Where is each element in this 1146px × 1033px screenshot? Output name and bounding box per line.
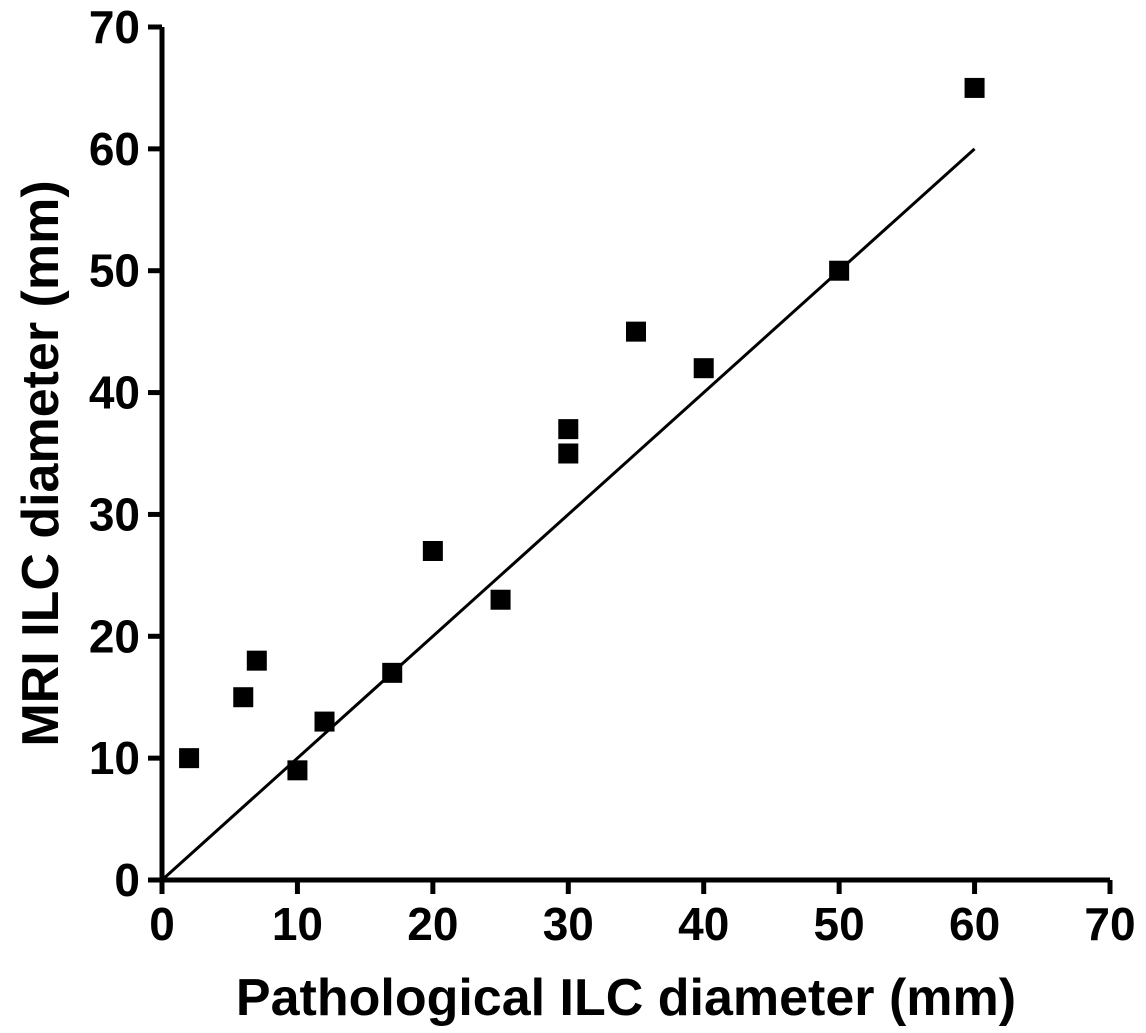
data-point xyxy=(829,260,850,281)
y-tick-label: 10 xyxy=(89,732,140,784)
x-axis-title: Pathological ILC diameter (mm) xyxy=(236,969,1016,1027)
y-tick-label: 40 xyxy=(89,367,140,419)
data-point xyxy=(964,77,985,98)
data-point xyxy=(490,589,511,610)
y-tick-label: 0 xyxy=(114,854,140,906)
data-point xyxy=(314,711,335,732)
y-axis-title: MRI ILC diameter (mm) xyxy=(12,180,70,746)
x-tick-label: 40 xyxy=(678,898,729,950)
data-point xyxy=(287,760,308,781)
y-tick-label: 30 xyxy=(89,488,140,540)
y-tick-label: 20 xyxy=(89,610,140,662)
y-tick-label: 70 xyxy=(89,1,140,53)
x-tick-label: 30 xyxy=(543,898,594,950)
axes xyxy=(150,27,1110,892)
data-points xyxy=(179,77,985,781)
data-point xyxy=(558,419,579,440)
data-point xyxy=(246,650,267,671)
data-point xyxy=(693,358,714,379)
x-tick-label: 70 xyxy=(1084,898,1135,950)
y-tick-label: 60 xyxy=(89,123,140,175)
data-point xyxy=(179,748,200,769)
y-tick-label: 50 xyxy=(89,245,140,297)
ticks: 0 10 20 30 40 50 60 70 0 10 20 30 40 50 60 70 xyxy=(89,1,1136,950)
trend-line-group xyxy=(160,147,976,882)
data-point xyxy=(626,321,646,342)
data-point xyxy=(422,540,443,561)
data-point xyxy=(382,662,403,683)
x-tick-label: 50 xyxy=(814,898,865,950)
x-tick-label: 60 xyxy=(949,898,1000,950)
x-tick-label: 0 xyxy=(149,898,175,950)
data-point xyxy=(233,687,254,708)
data-point xyxy=(558,443,579,464)
x-tick-label: 20 xyxy=(407,898,458,950)
trend-line xyxy=(160,147,976,882)
x-tick-label: 10 xyxy=(272,898,323,950)
